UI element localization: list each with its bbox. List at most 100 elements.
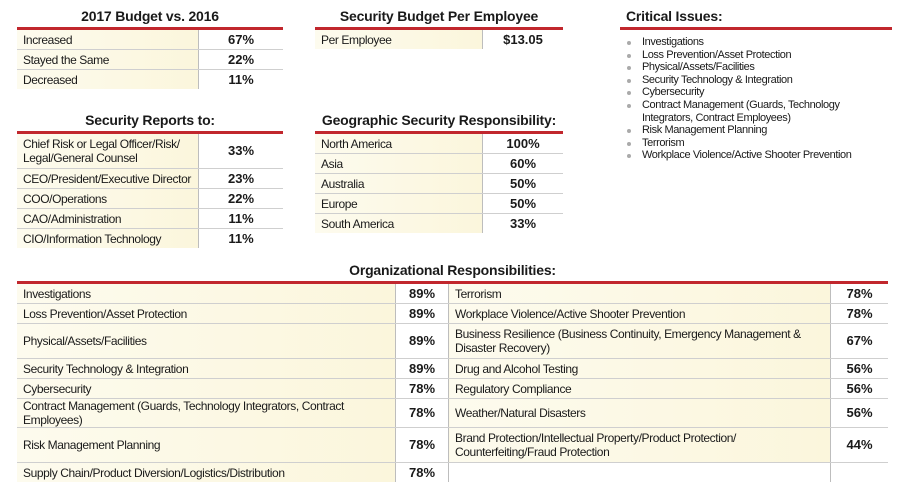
org-left-label: Security Technology & Integration bbox=[17, 358, 396, 379]
row-value: 50% bbox=[482, 193, 563, 214]
org-left-label: Investigations bbox=[17, 284, 396, 304]
table-row: Cybersecurity 78% Regulatory Compliance 56% bbox=[17, 378, 888, 399]
org-right-value bbox=[830, 462, 888, 482]
org-right-label: Business Resilience (Business Continuity… bbox=[448, 323, 831, 359]
org-title: Organizational Responsibilities: bbox=[349, 262, 556, 278]
reports-table: Chief Risk or Legal Officer/Risk/ Legal/… bbox=[17, 134, 283, 248]
row-value: 33% bbox=[198, 134, 283, 169]
divider bbox=[17, 281, 888, 284]
table-row: Increased 67% bbox=[17, 30, 283, 50]
divider bbox=[17, 27, 283, 30]
org-left-value: 78% bbox=[395, 398, 449, 428]
divider bbox=[620, 27, 892, 30]
org-table: Investigations 89% Terrorism 78% Loss Preven… bbox=[17, 284, 888, 482]
geo-section: Geographic Security Responsibility: Nort… bbox=[315, 112, 563, 233]
table-row: Chief Risk or Legal Officer/Risk/ Legal/… bbox=[17, 134, 283, 169]
row-label: Chief Risk or Legal Officer/Risk/ Legal/… bbox=[17, 134, 199, 169]
row-label: Increased bbox=[17, 30, 199, 50]
geo-title: Geographic Security Responsibility: bbox=[321, 112, 557, 128]
org-right-value: 78% bbox=[830, 303, 888, 324]
row-label: Stayed the Same bbox=[17, 49, 199, 70]
org-right-value: 56% bbox=[830, 358, 888, 379]
table-row: Investigations 89% Terrorism 78% bbox=[17, 284, 888, 304]
row-label: COO/Operations bbox=[17, 188, 199, 209]
table-row: Europe 50% bbox=[315, 193, 563, 214]
org-right-label: Workplace Violence/Active Shooter Preven… bbox=[448, 303, 831, 324]
row-value: 11% bbox=[198, 69, 283, 89]
org-left-value: 89% bbox=[395, 358, 449, 379]
table-row: Asia 60% bbox=[315, 153, 563, 174]
row-value: $13.05 bbox=[482, 30, 563, 49]
org-left-value: 78% bbox=[395, 427, 449, 463]
org-right-label: Drug and Alcohol Testing bbox=[448, 358, 831, 379]
table-row: COO/Operations 22% bbox=[17, 188, 283, 209]
org-left-label: Supply Chain/Product Diversion/Logistics… bbox=[17, 462, 396, 482]
table-row: South America 33% bbox=[315, 213, 563, 233]
critical-issue-item: Terrorism bbox=[627, 137, 892, 150]
budget-title: 2017 Budget vs. 2016 bbox=[81, 8, 219, 24]
critical-issue-item: Contract Management (Guards, Technology … bbox=[627, 99, 892, 124]
reports-section: Security Reports to: Chief Risk or Legal… bbox=[17, 112, 283, 248]
table-row: Stayed the Same 22% bbox=[17, 49, 283, 70]
org-section: Organizational Responsibilities: Investi… bbox=[17, 262, 888, 482]
divider bbox=[315, 27, 563, 30]
row-label: Per Employee bbox=[315, 30, 483, 49]
table-row: Australia 50% bbox=[315, 173, 563, 194]
row-label: CAO/Administration bbox=[17, 208, 199, 229]
table-row: Risk Management Planning 78% Brand Protect… bbox=[17, 427, 888, 463]
org-left-value: 89% bbox=[395, 303, 449, 324]
org-right-value: 56% bbox=[830, 398, 888, 428]
row-value: 50% bbox=[482, 173, 563, 194]
row-value: 60% bbox=[482, 153, 563, 174]
table-row: Loss Prevention/Asset Protection 89% Workp… bbox=[17, 303, 888, 324]
table-row: Security Technology & Integration 89% Drug… bbox=[17, 358, 888, 379]
critical-issue-item: Investigations bbox=[627, 36, 892, 49]
critical-issue-item: Risk Management Planning bbox=[627, 124, 892, 137]
table-row: Per Employee $13.05 bbox=[315, 30, 563, 49]
row-value: 22% bbox=[198, 188, 283, 209]
divider bbox=[17, 131, 283, 134]
per-employee-table: Per Employee $13.05 bbox=[315, 30, 563, 49]
row-label: Asia bbox=[315, 153, 483, 174]
per-employee-title: Security Budget Per Employee bbox=[339, 8, 539, 24]
row-label: Europe bbox=[315, 193, 483, 214]
row-value: 33% bbox=[482, 213, 563, 233]
table-row: Supply Chain/Product Diversion/Logistics… bbox=[17, 462, 888, 482]
row-label: Decreased bbox=[17, 69, 199, 89]
reports-title: Security Reports to: bbox=[85, 112, 215, 128]
org-left-label: Contract Management (Guards, Technology … bbox=[17, 398, 396, 428]
row-label: CIO/Information Technology bbox=[17, 228, 199, 248]
divider bbox=[315, 131, 563, 134]
table-row: CIO/Information Technology 11% bbox=[17, 228, 283, 248]
table-row: Decreased 11% bbox=[17, 69, 283, 89]
row-value: 100% bbox=[482, 134, 563, 154]
critical-issue-item: Security Technology & Integration bbox=[627, 74, 892, 87]
table-row: Physical/Assets/Facilities 89% Business Re… bbox=[17, 323, 888, 359]
table-row: North America 100% bbox=[315, 134, 563, 154]
budget-section: 2017 Budget vs. 2016 Increased 67% Stayed … bbox=[17, 8, 283, 89]
row-label: CEO/President/Executive Director bbox=[17, 168, 199, 189]
budget-table: Increased 67% Stayed the Same 22% Decreased 1… bbox=[17, 30, 283, 89]
org-left-label: Loss Prevention/Asset Protection bbox=[17, 303, 396, 324]
org-right-label: Brand Protection/Intellectual Property/P… bbox=[448, 427, 831, 463]
org-left-label: Risk Management Planning bbox=[17, 427, 396, 463]
org-left-value: 78% bbox=[395, 378, 449, 399]
per-employee-section: Security Budget Per Employee Per Employe… bbox=[315, 8, 563, 49]
org-right-value: 56% bbox=[830, 378, 888, 399]
org-right-value: 67% bbox=[830, 323, 888, 359]
table-row: CEO/President/Executive Director 23% bbox=[17, 168, 283, 189]
critical-issue-item: Loss Prevention/Asset Protection bbox=[627, 49, 892, 62]
row-label: North America bbox=[315, 134, 483, 154]
row-value: 11% bbox=[198, 228, 283, 248]
org-right-value: 78% bbox=[830, 284, 888, 304]
org-right-label: Weather/Natural Disasters bbox=[448, 398, 831, 428]
org-left-label: Cybersecurity bbox=[17, 378, 396, 399]
critical-issue-item: Physical/Assets/Facilities bbox=[627, 61, 892, 74]
row-value: 67% bbox=[198, 30, 283, 50]
row-value: 22% bbox=[198, 49, 283, 70]
critical-issues-title: Critical Issues: bbox=[626, 8, 723, 24]
geo-table: North America 100% Asia 60% Australia 50% Euro… bbox=[315, 134, 563, 233]
org-right-label: Terrorism bbox=[448, 284, 831, 304]
row-label: Australia bbox=[315, 173, 483, 194]
critical-issue-item: Workplace Violence/Active Shooter Preven… bbox=[627, 149, 892, 162]
